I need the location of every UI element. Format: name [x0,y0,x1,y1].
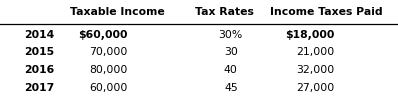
Text: 45: 45 [224,83,238,93]
Text: 40: 40 [224,65,238,75]
Text: 30: 30 [224,47,238,57]
Text: Tax Rates: Tax Rates [195,7,254,17]
Text: 27,000: 27,000 [296,83,334,93]
Text: 70,000: 70,000 [89,47,127,57]
Text: Taxable Income: Taxable Income [70,7,165,17]
Text: 2015: 2015 [24,47,54,57]
Text: 2016: 2016 [24,65,54,75]
Text: 30%: 30% [219,30,243,40]
Text: 60,000: 60,000 [89,83,127,93]
Text: $18,000: $18,000 [285,30,334,40]
Text: 80,000: 80,000 [89,65,127,75]
Text: 21,000: 21,000 [296,47,334,57]
Text: 32,000: 32,000 [296,65,334,75]
Text: 2017: 2017 [24,83,54,93]
Text: $60,000: $60,000 [78,30,127,40]
Text: Income Taxes Paid: Income Taxes Paid [270,7,382,17]
Text: 2014: 2014 [24,30,54,40]
